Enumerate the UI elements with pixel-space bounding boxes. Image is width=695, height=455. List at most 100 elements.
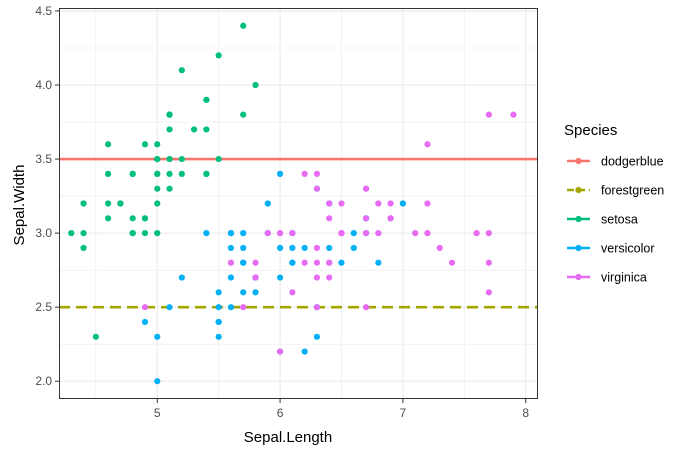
point-versicolor <box>215 289 222 296</box>
point-setosa <box>215 52 222 59</box>
legend-key-dodgerblue <box>567 157 590 165</box>
point-versicolor <box>240 259 247 266</box>
point-versicolor <box>215 304 222 311</box>
point-setosa <box>154 141 161 148</box>
point-virginica <box>301 170 308 177</box>
point-versicolor <box>276 244 284 252</box>
point-setosa <box>203 96 210 103</box>
point-versicolor <box>166 304 173 311</box>
point-versicolor <box>154 378 161 385</box>
point-versicolor <box>338 259 345 266</box>
point-versicolor <box>289 259 296 266</box>
point-versicolor <box>301 348 308 355</box>
point-setosa <box>129 215 136 222</box>
point-virginica <box>375 230 382 237</box>
x-axis-title: Sepal.Length <box>244 429 332 446</box>
x-tick-label: 5 <box>154 406 161 420</box>
point-virginica <box>362 185 370 192</box>
point-setosa <box>154 230 161 237</box>
point-virginica <box>301 259 308 266</box>
point-virginica <box>473 230 480 237</box>
reference-lines <box>59 157 538 309</box>
point-setosa <box>154 155 161 163</box>
legend-key-point <box>575 244 582 252</box>
x-tick-label: 8 <box>522 406 529 420</box>
point-setosa <box>117 200 124 207</box>
point-setosa <box>141 141 149 148</box>
point-virginica <box>252 259 259 266</box>
data-points <box>68 22 517 385</box>
point-virginica <box>313 185 321 192</box>
point-virginica <box>313 304 321 311</box>
legend-label-dodgerblue: dodgerblue <box>601 155 664 169</box>
y-axis-title: Sepal.Width <box>11 165 28 246</box>
point-setosa <box>166 170 173 177</box>
point-setosa <box>240 111 247 118</box>
point-setosa <box>92 333 99 340</box>
point-setosa <box>215 155 222 163</box>
point-versicolor <box>276 170 284 177</box>
point-versicolor <box>301 244 308 252</box>
point-setosa <box>154 185 161 192</box>
point-setosa <box>154 170 161 177</box>
legend-label-virginica: virginica <box>601 271 647 285</box>
y-tick-label: 2.0 <box>35 374 52 388</box>
point-virginica <box>338 230 345 237</box>
legend-key-forestgreen <box>567 186 590 194</box>
point-setosa <box>80 244 87 252</box>
point-virginica <box>289 289 296 296</box>
point-virginica <box>424 200 431 207</box>
point-versicolor <box>350 230 357 237</box>
point-setosa <box>129 170 136 177</box>
point-setosa <box>203 126 210 133</box>
point-versicolor <box>178 274 185 281</box>
point-virginica <box>375 200 382 207</box>
legend-key-versicolor <box>567 244 590 252</box>
point-versicolor <box>375 259 382 266</box>
minor-gridlines <box>59 8 538 399</box>
point-virginica <box>485 259 492 266</box>
point-virginica <box>436 244 443 252</box>
legend-title: Species <box>564 122 617 139</box>
point-versicolor <box>289 244 296 252</box>
x-axis-ticks: 5 6 7 8 <box>154 399 529 420</box>
point-virginica <box>485 289 492 296</box>
y-tick-label: 2.5 <box>35 300 52 314</box>
point-virginica <box>313 274 321 281</box>
point-versicolor <box>227 304 235 311</box>
legend-key-virginica <box>567 273 590 281</box>
panel-border <box>59 8 538 399</box>
point-virginica <box>510 111 517 118</box>
point-versicolor <box>240 244 247 252</box>
legend-entries: dodgerblue forestgreen setosa versicolor vir… <box>567 155 664 285</box>
point-setosa <box>203 170 210 177</box>
legend-key-setosa <box>567 215 590 223</box>
point-versicolor <box>215 333 222 340</box>
point-versicolor <box>264 200 271 207</box>
point-versicolor <box>399 200 406 207</box>
point-virginica <box>362 230 370 237</box>
point-virginica <box>227 259 235 266</box>
point-setosa <box>191 126 198 133</box>
point-virginica <box>313 170 321 177</box>
point-virginica <box>412 230 419 237</box>
point-versicolor <box>203 230 210 237</box>
point-virginica <box>485 230 492 237</box>
point-setosa <box>141 230 149 237</box>
point-versicolor <box>240 230 247 237</box>
point-setosa <box>154 200 161 207</box>
point-setosa <box>105 200 112 207</box>
point-virginica <box>141 304 149 311</box>
point-setosa <box>178 170 185 177</box>
point-versicolor <box>141 318 149 326</box>
point-versicolor <box>240 289 247 296</box>
x-tick-label: 6 <box>277 406 284 420</box>
point-setosa <box>166 111 173 118</box>
point-versicolor <box>276 274 284 281</box>
point-versicolor <box>154 333 161 340</box>
point-versicolor <box>227 230 235 237</box>
point-setosa <box>240 22 247 29</box>
point-virginica <box>313 244 321 252</box>
point-virginica <box>240 304 247 311</box>
